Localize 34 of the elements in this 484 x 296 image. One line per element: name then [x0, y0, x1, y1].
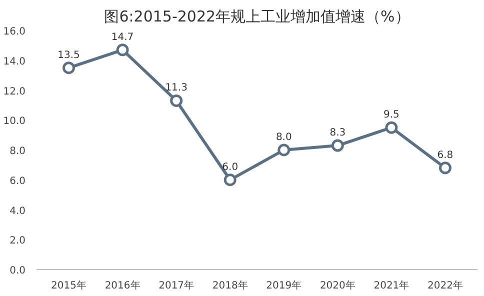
x-tick-label: 2021年 [374, 280, 410, 292]
text: 8.0 [276, 132, 292, 143]
x-tick-label: 2018年 [212, 280, 248, 292]
text: 6.0 [222, 162, 238, 173]
point [331, 139, 344, 152]
x-tick-label: 2016年 [104, 280, 140, 292]
x-tick-label: 2022年 [428, 280, 463, 292]
point [438, 162, 452, 174]
chart-title: 图6:2015-2022年规上工业增加值增速（%） [104, 8, 410, 26]
text: 6.8 [437, 150, 454, 161]
x-tick-label: 2019年 [266, 280, 302, 292]
x-tick-label: 2020年 [320, 280, 356, 292]
point [170, 94, 183, 107]
y-tick-label: 8.0 [10, 146, 26, 157]
y-tick-label: 6.0 [10, 176, 26, 187]
text: 11.3 [165, 82, 188, 94]
point [278, 144, 290, 156]
y-tick-label: 14.0 [3, 56, 26, 68]
point [116, 44, 129, 56]
text: 8.3 [330, 128, 346, 139]
text: 13.5 [58, 50, 80, 61]
point [62, 62, 76, 74]
y-tick-label: 2.0 [10, 236, 26, 247]
y-tick-label: 12.0 [3, 86, 26, 98]
y-tick-label: 16.0 [3, 26, 26, 38]
y-tick-label: 4.0 [10, 206, 26, 217]
x-tick-label: 2017年 [158, 280, 194, 292]
y-tick-label: 10.0 [3, 116, 26, 128]
text: 14.7 [111, 32, 134, 43]
y-tick-label: 0.0 [10, 266, 26, 276]
x-tick-label: 2015年 [51, 280, 86, 292]
text: 9.5 [384, 110, 400, 121]
point [224, 174, 236, 186]
point [385, 121, 398, 134]
